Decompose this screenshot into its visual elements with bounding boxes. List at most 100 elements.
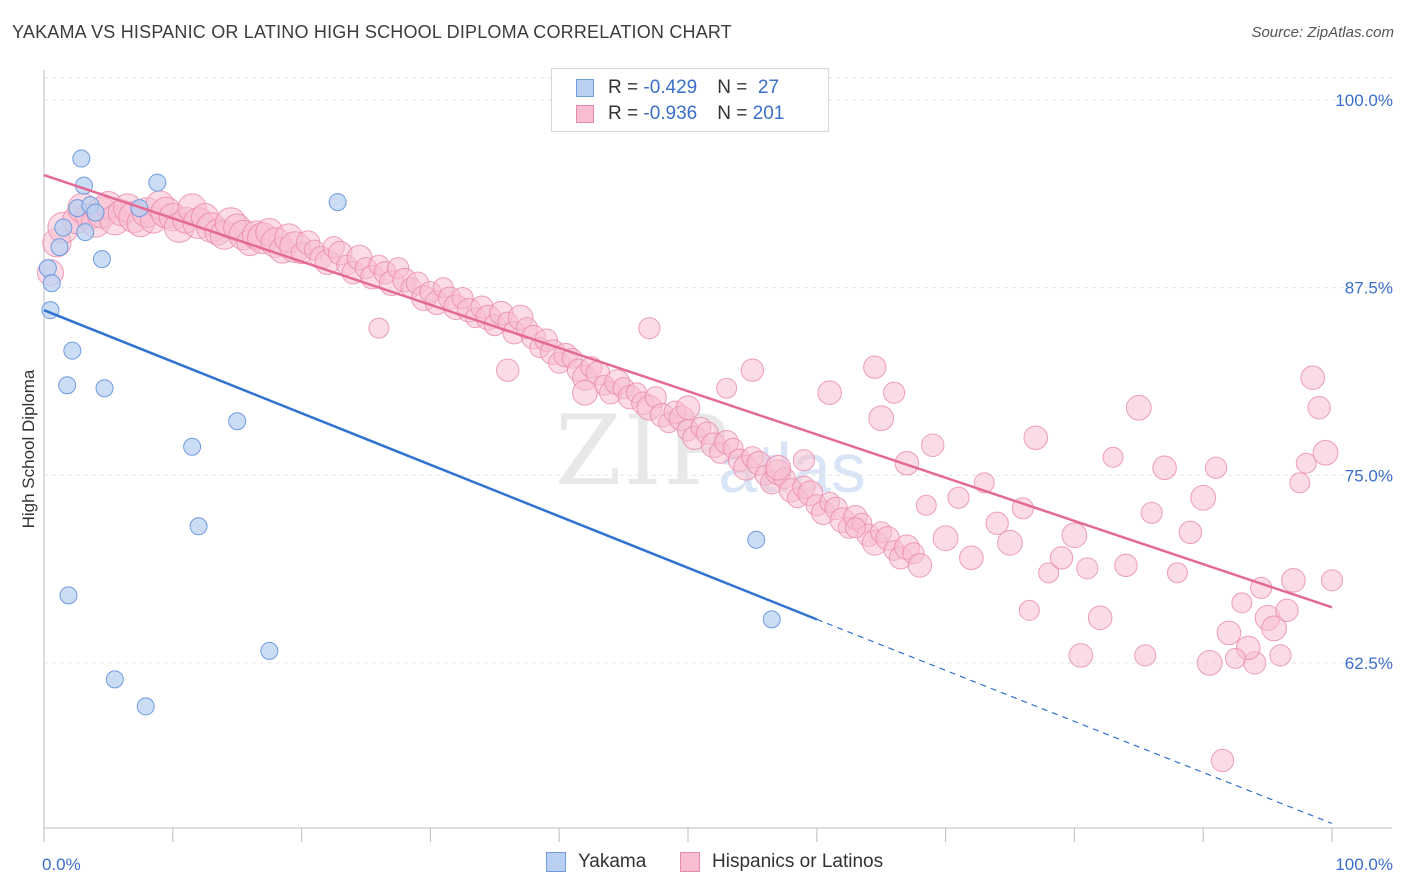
hispanic-point: [675, 395, 701, 421]
hispanic-point: [932, 525, 959, 552]
yakama-point: [50, 238, 69, 257]
yakama-point: [328, 193, 347, 212]
y-tick-label: 87.5%: [1345, 279, 1393, 298]
yakama-point: [54, 218, 73, 237]
yakama-points: [38, 149, 781, 716]
hispanic-point: [997, 529, 1023, 556]
yakama-point: [148, 173, 167, 192]
bottom-legend-hispanic: Hispanics or Latinos: [680, 851, 883, 873]
yakama-point: [183, 437, 202, 456]
yakama-point: [58, 376, 77, 395]
yakama-point: [86, 203, 105, 222]
bottom-legend-yakama: Yakama: [546, 851, 646, 873]
hispanic-point: [1295, 452, 1317, 474]
hispanic-point: [863, 355, 887, 379]
hispanic-point: [1140, 501, 1163, 524]
legend-r-label: R =: [608, 77, 644, 98]
yakama-point: [260, 641, 279, 660]
hispanic-point: [1087, 605, 1113, 631]
hispanic-point: [907, 553, 933, 578]
y-axis-label: High School Diploma: [19, 369, 38, 528]
hispanic-point: [1178, 520, 1203, 545]
axes: [43, 70, 1392, 842]
yakama-point: [59, 586, 78, 605]
yakama-swatch: [576, 79, 594, 97]
hispanic-point: [1068, 643, 1094, 668]
hispanic-point: [844, 517, 866, 539]
hispanic-point: [1312, 439, 1339, 466]
legend-n-value: 27: [752, 77, 780, 98]
source-label: Source: ZipAtlas.com: [1251, 24, 1394, 41]
yakama-point: [189, 517, 208, 536]
legend-r-label: R =: [608, 103, 644, 124]
y-tick-label: 75.0%: [1345, 466, 1393, 485]
hispanic-point: [1216, 620, 1242, 646]
yakama-point: [95, 379, 114, 398]
hispanic-point: [1102, 446, 1124, 468]
hispanic-point: [894, 450, 920, 476]
hispanic-point: [1307, 396, 1331, 420]
hispanic-point: [765, 454, 792, 481]
hispanic-point: [1152, 455, 1177, 481]
yakama-point: [76, 223, 95, 242]
legend-n-value: 201: [752, 103, 785, 124]
y-tick-label: 100.0%: [1335, 91, 1393, 110]
yakama-point: [747, 530, 766, 549]
hispanic-point: [792, 449, 816, 472]
legend-row-hispanic: R = -0.936 N = 201: [576, 101, 784, 127]
hispanic-point: [1275, 598, 1299, 623]
hispanic-point: [368, 317, 390, 339]
yakama-point: [136, 697, 155, 716]
hispanic-point: [1125, 394, 1152, 421]
hispanic-point: [1269, 644, 1292, 667]
yakama-point: [72, 149, 91, 168]
hispanic-point: [638, 317, 661, 340]
hispanic-legend-label: Hispanics or Latinos: [712, 851, 884, 872]
hispanic-point: [572, 379, 598, 406]
legend-n-label: N =: [717, 77, 753, 98]
hispanic-point: [947, 486, 970, 509]
hispanic-point: [1320, 569, 1344, 592]
hispanic-point: [915, 494, 937, 516]
hispanic-point: [1224, 647, 1246, 669]
yakama-point: [762, 610, 781, 629]
hispanic-point: [1261, 615, 1287, 642]
hispanic-point: [740, 358, 765, 382]
hispanic-point: [1196, 649, 1223, 676]
grid-lines: [44, 77, 1392, 664]
chart-title: YAKAMA VS HISPANIC OR LATINO HIGH SCHOOL…: [12, 22, 732, 42]
legend-n-label: N =: [717, 103, 753, 124]
hispanic-point: [959, 545, 984, 571]
hispanic-point: [1166, 562, 1188, 584]
hispanic-point: [1190, 484, 1217, 511]
x-tick-label: 100.0%: [1335, 855, 1393, 874]
yakama-point: [38, 259, 57, 278]
yakama-point: [92, 250, 111, 269]
hispanic-point: [868, 405, 895, 432]
hispanic-point: [1076, 557, 1099, 580]
hispanic-point: [1023, 425, 1049, 451]
correlation-legend: R = -0.429 N = 27 R = -0.936 N = 201: [551, 68, 829, 132]
hispanic-point: [495, 358, 520, 382]
hispanic-point: [985, 511, 1009, 535]
yakama-point: [105, 670, 124, 689]
yakama-trend-line: [43, 308, 818, 621]
yakama-legend-label: Yakama: [578, 851, 647, 872]
x-tick-label: 0.0%: [42, 855, 81, 874]
yakama-point: [228, 412, 247, 431]
legend-r-value: -0.429: [643, 77, 698, 98]
hispanic-point: [1134, 644, 1157, 667]
legend-r-value: -0.936: [643, 103, 698, 124]
yakama-legend-swatch: [546, 852, 566, 872]
hispanic-point: [817, 380, 842, 406]
axis-labels: 62.5% 75.0% 87.5% 100.0% 0.0% 100.0% High Scho…: [19, 91, 1393, 874]
hispanic-point: [716, 377, 738, 399]
hispanic-point: [1114, 553, 1138, 578]
hispanic-point: [1204, 456, 1228, 479]
hispanic-swatch: [576, 105, 594, 123]
hispanic-point: [882, 381, 906, 404]
hispanic-points: [36, 190, 1344, 773]
hispanic-point: [1210, 748, 1235, 773]
hispanic-point: [1281, 568, 1306, 593]
